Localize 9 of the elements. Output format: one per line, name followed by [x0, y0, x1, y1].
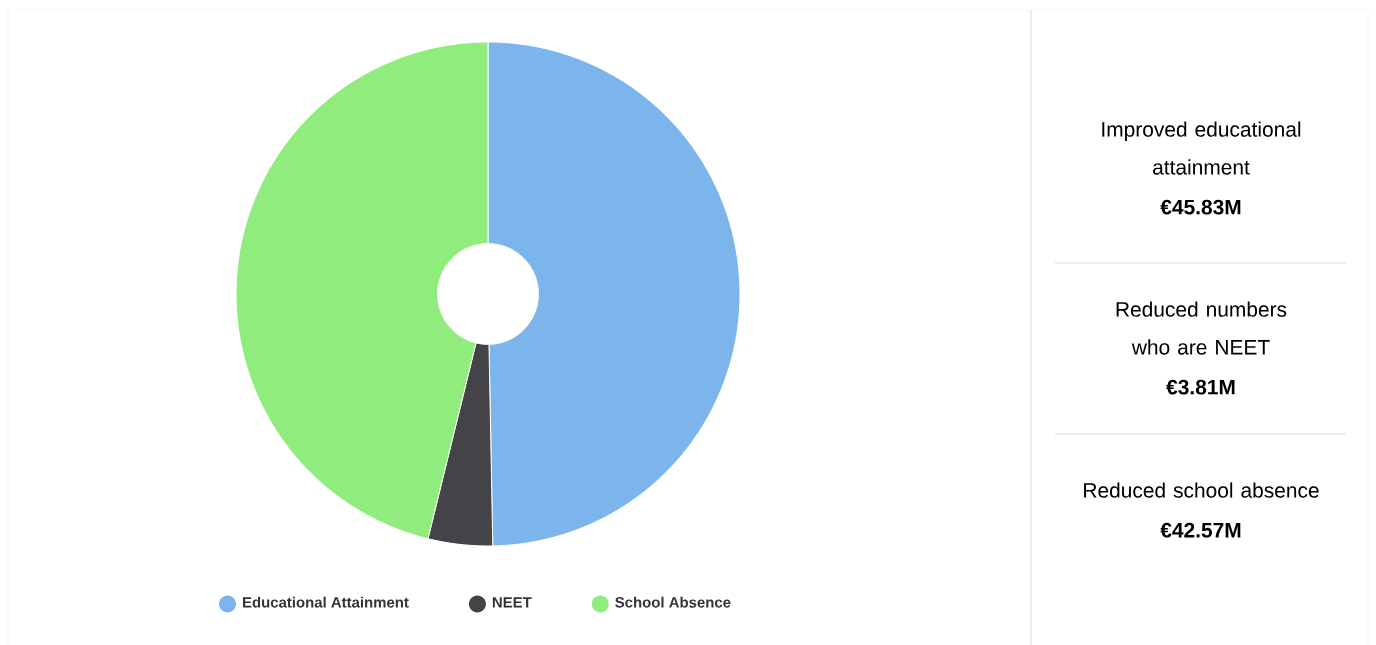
legend-label: School Absence	[615, 596, 731, 608]
text: Reduced school absence	[1084, 482, 1319, 498]
text: Improved educational attainment	[1102, 121, 1301, 175]
text: €42.57M	[1160, 522, 1241, 538]
legend-label: Educational Attainment	[243, 596, 409, 608]
text: €45.83M	[1160, 199, 1241, 215]
text: Reduced numbers who are NEET	[1116, 301, 1287, 355]
text: €3.81M	[1166, 379, 1235, 395]
legend-label: NEET	[492, 596, 532, 608]
